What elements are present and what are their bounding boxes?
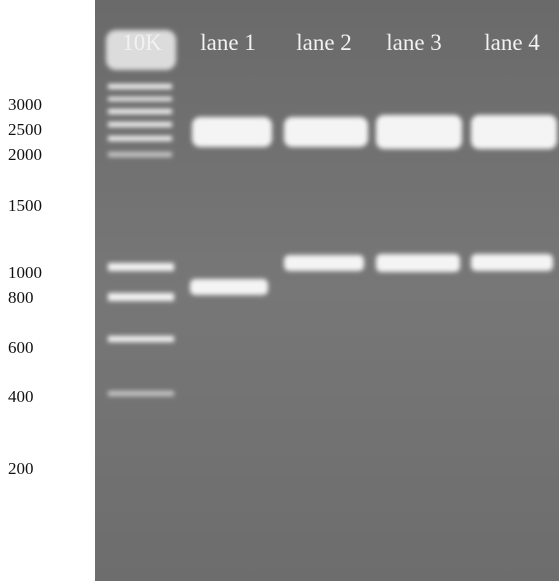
sample-band — [284, 255, 364, 271]
marker-label: 600 — [8, 338, 34, 357]
marker-label: 400 — [8, 387, 34, 406]
ladder-band — [108, 136, 172, 141]
lane-label: lane 2 — [296, 30, 352, 55]
sample-band — [192, 117, 272, 147]
ladder-band — [108, 152, 172, 157]
ladder-band — [108, 336, 174, 342]
sample-band — [376, 115, 462, 149]
sample-band — [190, 279, 268, 295]
marker-label: 2500 — [8, 120, 42, 139]
sample-band — [376, 254, 460, 272]
lane-label: lane 4 — [484, 30, 540, 55]
ladder-band — [108, 263, 174, 271]
marker-labels: 3000 2500 2000 1500 1000 800 600 400 200 — [8, 95, 42, 478]
ladder-band — [108, 293, 174, 301]
lane-label: lane 3 — [386, 30, 442, 55]
sample-band — [284, 117, 368, 147]
lane-label: lane 1 — [200, 30, 256, 55]
marker-label: 1000 — [8, 263, 42, 282]
sample-band — [471, 254, 553, 271]
lane-label: 10K — [122, 30, 162, 55]
ladder-band — [108, 122, 172, 127]
ladder-band — [108, 84, 172, 89]
sample-band — [471, 115, 557, 149]
ladder-band — [108, 97, 172, 101]
page: 10K lane 1 lane 2 lane 3 lane 4 3000 250… — [0, 0, 559, 581]
ladder-band — [108, 109, 172, 114]
ladder-band — [108, 391, 174, 396]
marker-label: 200 — [8, 459, 34, 478]
gel-figure: 10K lane 1 lane 2 lane 3 lane 4 3000 250… — [0, 0, 559, 581]
marker-label: 800 — [8, 288, 34, 307]
marker-label: 1500 — [8, 196, 42, 215]
marker-label: 3000 — [8, 95, 42, 114]
marker-label: 2000 — [8, 145, 42, 164]
